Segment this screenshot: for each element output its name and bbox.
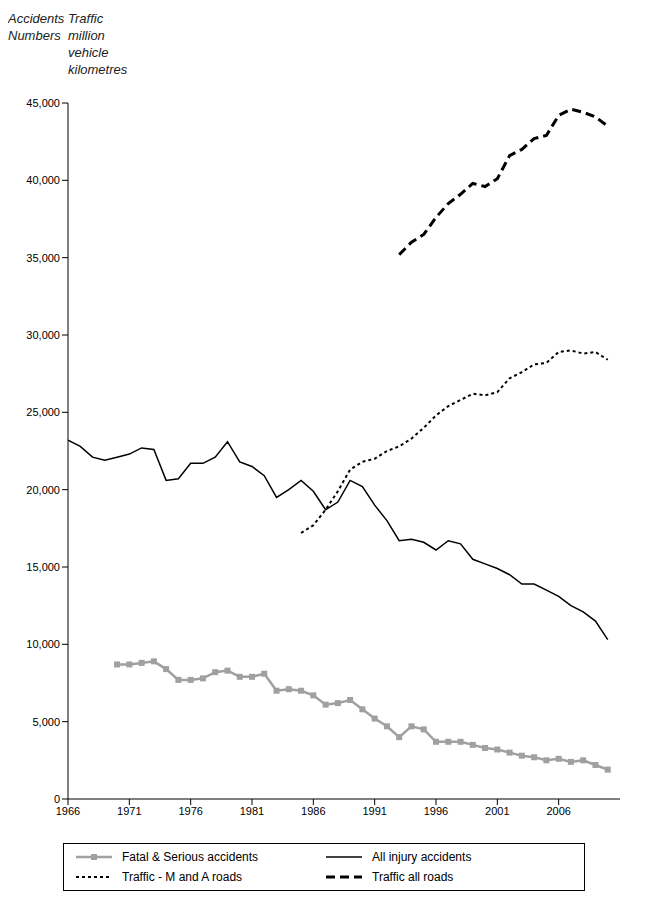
svg-text:1991: 1991 (362, 805, 386, 817)
svg-text:5,000: 5,000 (32, 716, 60, 728)
svg-text:1971: 1971 (117, 805, 141, 817)
svg-text:2006: 2006 (546, 805, 570, 817)
html-text:Traffic all roads: Traffic all roads (372, 870, 454, 884)
html-text:Accidents Numbers: Accidents Numbers (8, 11, 65, 43)
svg-text:1976: 1976 (178, 805, 202, 817)
svg-text:1986: 1986 (301, 805, 325, 817)
svg-text:20,000: 20,000 (26, 484, 60, 496)
html-text:All injury accidents: All injury accidents (372, 850, 472, 864)
svg-text:40,000: 40,000 (26, 174, 60, 186)
svg-text:2001: 2001 (485, 805, 509, 817)
html-text:Traffic million vehicle kilome: Traffic million vehicle kilometres (68, 11, 128, 77)
html-text:Traffic - M and A roads: Traffic - M and A roads (122, 870, 243, 884)
svg-text:10,000: 10,000 (26, 638, 60, 650)
svg-text:1981: 1981 (240, 805, 264, 817)
svg-text:15,000: 15,000 (26, 561, 60, 573)
svg-text:0: 0 (54, 793, 60, 805)
html-text:Fatal & Serious accidents: Fatal & Serious accidents (122, 850, 259, 864)
svg-text:1996: 1996 (424, 805, 448, 817)
svg-text:25,000: 25,000 (26, 406, 60, 418)
svg-text:1966: 1966 (56, 805, 80, 817)
svg-text:35,000: 35,000 (26, 252, 60, 264)
svg-text:45,000: 45,000 (26, 97, 60, 109)
svg-text:30,000: 30,000 (26, 329, 60, 341)
